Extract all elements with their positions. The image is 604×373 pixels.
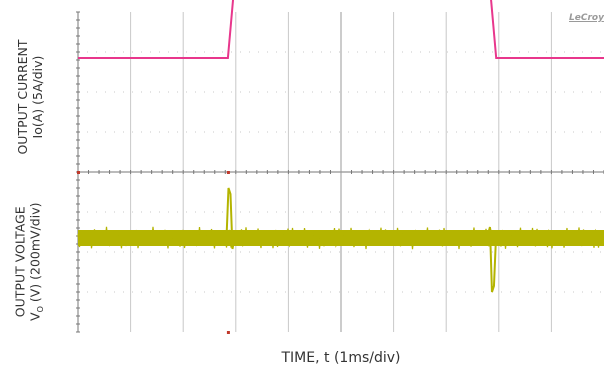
- time-axis-label: TIME, t (1ms/div): [281, 350, 401, 366]
- voltage-axis-label-line2: VO (V) (200mV/div): [27, 202, 45, 321]
- zero-marker: [77, 171, 80, 174]
- lecroy-brand-label: LeCroy: [569, 13, 604, 23]
- current-axis-label-line1: OUTPUT CURRENT: [15, 39, 30, 155]
- current-trace: [78, 0, 604, 59]
- trigger-marker: [226, 171, 230, 174]
- voltage-axis-label-subscript: O: [35, 306, 45, 313]
- graticule-grid: [76, 11, 604, 334]
- current-axis-label: OUTPUT CURRENT Io(A) (5A/div): [15, 17, 45, 177]
- current-axis-label-line2: Io(A) (5A/div): [30, 55, 45, 139]
- voltage-overshoot-spike: [225, 187, 236, 250]
- current-trace-line: [78, 0, 604, 59]
- voltage-trace: [77, 187, 604, 293]
- trigger-marker: [226, 331, 230, 334]
- voltage-undershoot-spike: [485, 226, 497, 293]
- voltage-axis-label: OUTPUT VOLTAGE VO (V) (200mV/div): [12, 182, 48, 342]
- voltage-axis-label-line1: OUTPUT VOLTAGE: [12, 206, 28, 318]
- voltage-noise: [77, 226, 604, 250]
